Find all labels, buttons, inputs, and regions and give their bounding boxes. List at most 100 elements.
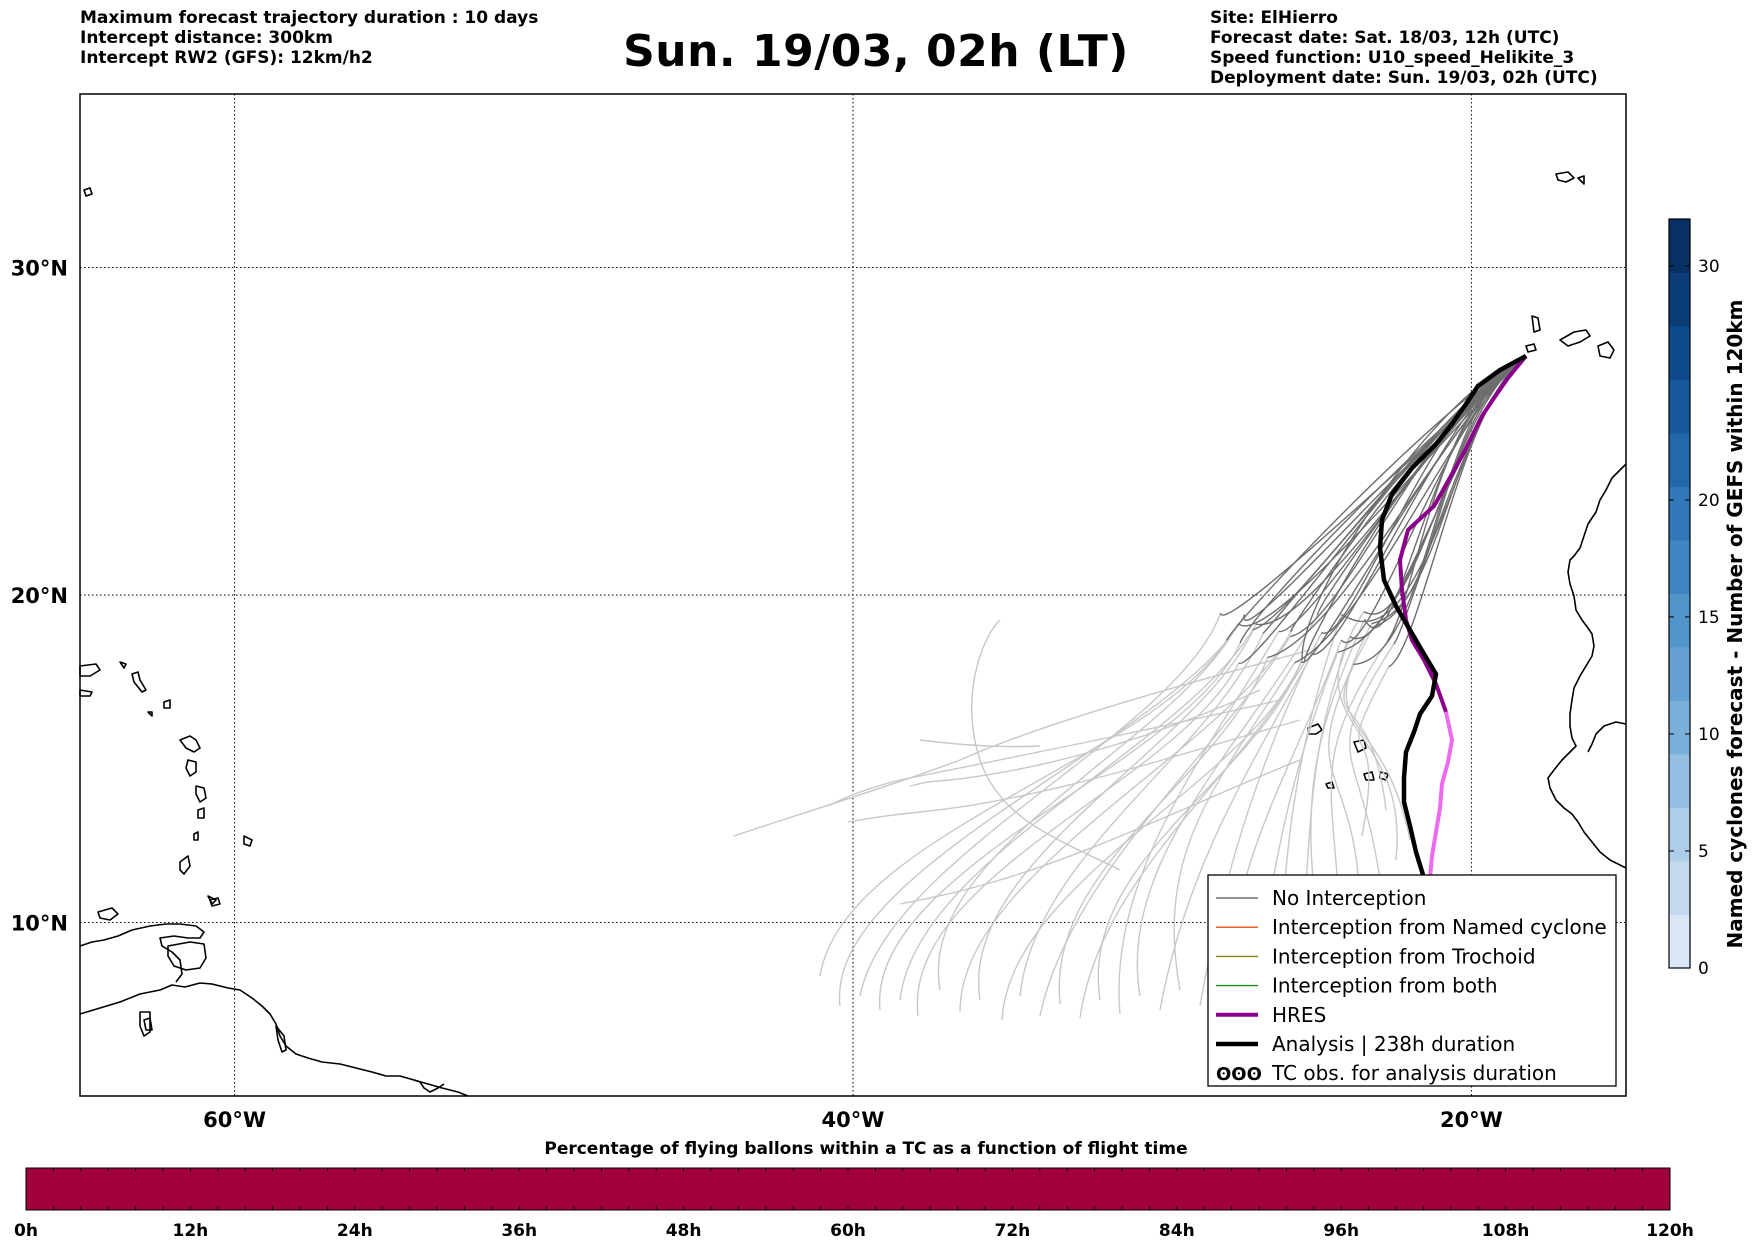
island-7 xyxy=(131,671,147,693)
colorbar-segment xyxy=(1669,272,1690,327)
no-interception-trajectories-light xyxy=(733,611,1411,1021)
legend-item: Interception from Named cyclone xyxy=(1216,915,1607,939)
trajectory-late xyxy=(1079,661,1306,1019)
analysis-trajectory xyxy=(1377,354,1528,879)
page-title: Sun. 19/03, 02h (LT) xyxy=(623,26,1129,77)
colorbar-tick-label: 0 xyxy=(1698,959,1709,979)
time-bar-tick-label: 48h xyxy=(666,1221,702,1241)
colorbar-segment xyxy=(1669,379,1690,434)
longitude-label: 60°W xyxy=(203,1108,266,1132)
time-bar-tick-labels: 0h 12h 24h 36h 48h 60h 72h 84h 96h 108h 120h xyxy=(14,1221,1694,1241)
colorbar-segment xyxy=(1669,807,1690,862)
latitude-label: 10°N xyxy=(11,911,68,935)
legend-label: No Interception xyxy=(1272,886,1426,910)
trinidad-island xyxy=(167,941,207,971)
island-17 xyxy=(83,187,93,197)
trajectory-late xyxy=(1058,657,1269,1005)
trajectory-late xyxy=(859,612,1222,997)
island-9 xyxy=(179,735,201,753)
legend-label: TC obs. for analysis duration xyxy=(1271,1061,1557,1085)
trajectory-late xyxy=(1173,662,1296,991)
time-bar-tick-label: 36h xyxy=(501,1221,537,1241)
colorbar-segment xyxy=(1669,433,1690,487)
intercept-rw2-text: Intercept RW2 (GFS): 12km/h2 xyxy=(80,48,373,68)
hres-trajectory-late xyxy=(1428,711,1455,879)
island-8 xyxy=(163,699,171,709)
madeira-island xyxy=(1555,171,1575,183)
island-15 xyxy=(243,835,253,847)
legend-label: Interception from Trochoid xyxy=(1272,944,1536,968)
trajectory-westward xyxy=(847,719,1301,823)
legend-item: HRES xyxy=(1216,1003,1326,1027)
trajectory-early xyxy=(1290,355,1527,632)
island-2 xyxy=(139,1011,151,1037)
time-bar-tick-label: 120h xyxy=(1646,1221,1694,1241)
time-bar-tick-label: 0h xyxy=(14,1221,38,1241)
colorbar-segment xyxy=(1669,540,1690,594)
canary-islands-3 xyxy=(1597,341,1615,359)
african-coast xyxy=(1547,463,1627,869)
time-bar-minor-ticks xyxy=(53,1168,1643,1210)
island-16 xyxy=(207,895,217,905)
hres-trajectory xyxy=(1397,354,1528,713)
venezuela-lake-coast xyxy=(275,1025,287,1053)
trajectory-late xyxy=(839,614,1246,1007)
trajectory-late xyxy=(916,662,1240,1017)
island-12 xyxy=(197,807,205,819)
time-bar-tick-label: 60h xyxy=(830,1221,866,1241)
trajectory-westward xyxy=(971,619,1121,871)
time-bar-title: Percentage of flying ballons within a TC… xyxy=(544,1139,1187,1159)
trajectory-late xyxy=(1330,640,1389,921)
colorbar-segment xyxy=(1669,486,1690,541)
intercept-distance-text: Intercept distance: 300km xyxy=(80,28,333,48)
speed-function-text: Speed function: U10_speed_Helikite_3 xyxy=(1210,48,1575,68)
site-info-block: Site: ElHierro Forecast date: Sat. 18/03… xyxy=(1210,8,1598,88)
latitude-label: 30°N xyxy=(11,257,68,281)
time-bar-fill xyxy=(25,1167,1671,1211)
trajectory-westward xyxy=(919,739,1041,748)
time-bar-tick-label: 72h xyxy=(995,1221,1031,1241)
trajectory-westward xyxy=(733,649,1311,837)
latitude-label: 20°N xyxy=(11,584,68,608)
longitude-label: 20°W xyxy=(1440,1108,1503,1132)
legend-item: No Interception xyxy=(1216,886,1426,910)
trajectory-westward xyxy=(827,699,1281,807)
legend-label: Interception from both xyxy=(1272,974,1498,998)
legend-label: HRES xyxy=(1272,1003,1326,1027)
latitude-labels: 30°N 20°N 10°N xyxy=(11,257,68,936)
colorbar-tick-label: 20 xyxy=(1698,491,1720,511)
northeast-brazil-coast xyxy=(413,1079,445,1093)
legend-box xyxy=(1207,874,1617,1087)
canary-islands-1 xyxy=(1531,315,1541,333)
site-text: Site: ElHierro xyxy=(1210,8,1338,28)
island-19 xyxy=(147,711,153,717)
trajectory-early xyxy=(1321,355,1527,634)
time-bar-tick-label: 108h xyxy=(1482,1221,1530,1241)
colorbar-ticks: 0 5 10 15 20 30 xyxy=(1669,257,1720,979)
trajectory-late xyxy=(1039,636,1291,1017)
longitude-labels: 60°W 40°W 20°W xyxy=(203,1108,1503,1132)
trajectory-late xyxy=(1136,614,1319,997)
time-bar-tick-label: 12h xyxy=(173,1221,209,1241)
trajectory-late xyxy=(1345,623,1411,841)
trajectory-early xyxy=(1363,355,1527,615)
forecast-settings-block: Maximum forecast trajectory duration : 1… xyxy=(80,8,538,68)
trajectory-late xyxy=(937,623,1239,991)
colorbar-segment xyxy=(1669,326,1690,380)
island-10 xyxy=(185,759,197,777)
african-coast-bay xyxy=(1587,721,1627,753)
trajectory-early xyxy=(1388,355,1527,668)
legend-item: Analysis | 238h duration xyxy=(1216,1032,1515,1056)
coastlines xyxy=(79,171,1627,1097)
time-percentage-bar: Percentage of flying ballons within a TC… xyxy=(14,1139,1694,1241)
tc-obs-icon: ʘʘʘ xyxy=(1216,1064,1262,1085)
colorbar-segment xyxy=(1669,700,1690,755)
legend-item: Interception from both xyxy=(1216,974,1498,998)
trajectory-late xyxy=(1159,653,1313,1011)
colorbar-segment xyxy=(1669,914,1690,969)
longitude-label: 40°W xyxy=(822,1108,885,1132)
colorbar-segment xyxy=(1669,861,1690,915)
trajectory-early xyxy=(1387,355,1527,642)
cape-verde-5 xyxy=(1325,781,1335,789)
